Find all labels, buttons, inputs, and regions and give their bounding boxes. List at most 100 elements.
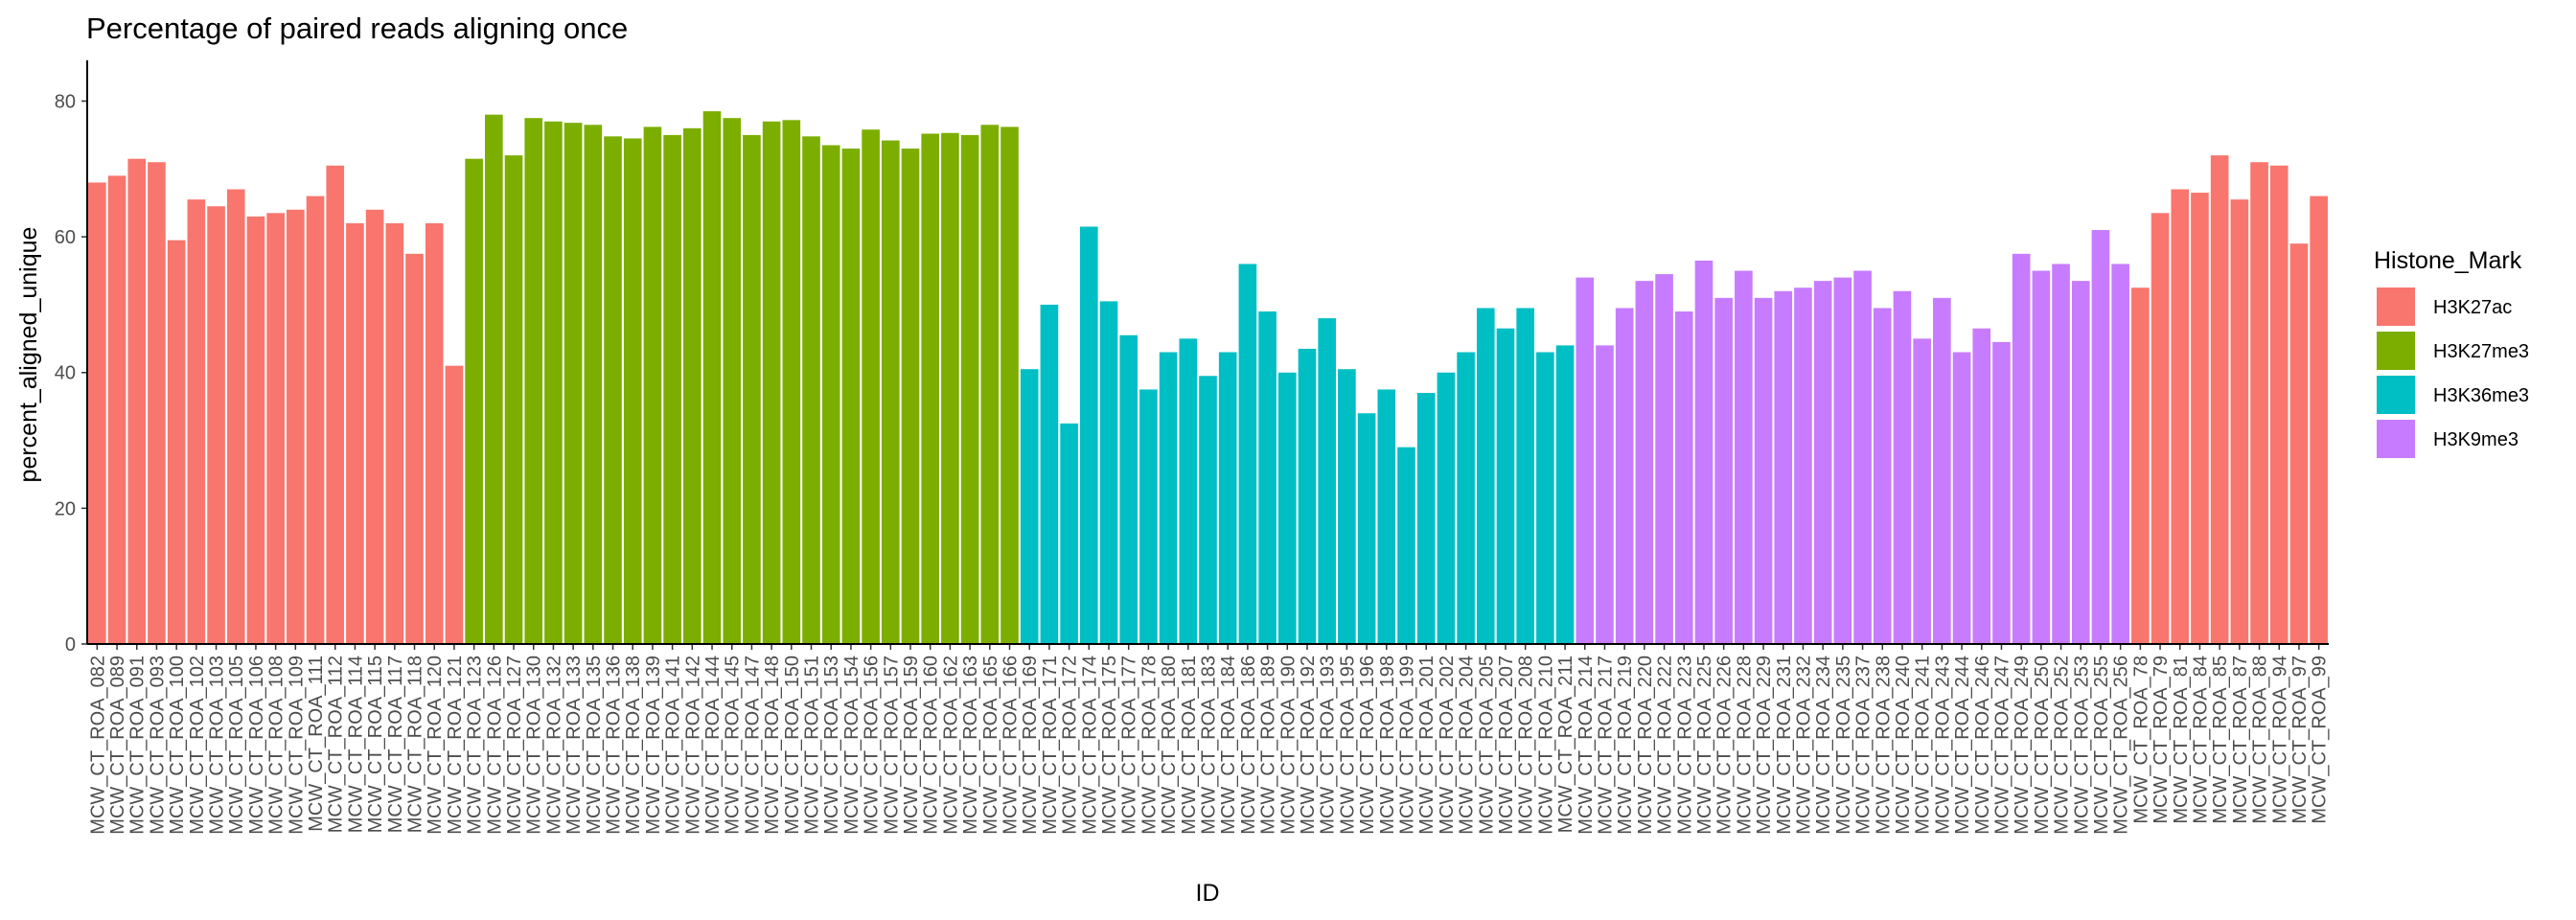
x-tick-label: MCW_CT_ROA_160	[921, 656, 942, 835]
x-tick-label: MCW_CT_ROA_225	[1694, 656, 1715, 835]
bar	[564, 123, 583, 645]
bar	[187, 199, 206, 644]
x-tick-label: MCW_CT_ROA_253	[2071, 656, 2092, 835]
x-tick-label: MCW_CT_ROA_111	[306, 656, 327, 832]
bar	[2052, 264, 2070, 644]
x-tick-label: MCW_CT_ROA_142	[682, 656, 703, 835]
bar	[1199, 376, 1217, 644]
bar	[1596, 345, 1614, 644]
bar	[881, 140, 900, 644]
x-tick-label: MCW_CT_ROA_201	[1416, 656, 1438, 835]
x-tick-label: MCW_CT_ROA_109	[286, 656, 307, 835]
bar	[1655, 274, 1673, 644]
bar	[643, 126, 662, 644]
x-tick-label: MCW_CT_ROA_154	[841, 656, 862, 835]
x-tick-label: MCW_CT_ROA_127	[504, 656, 525, 835]
x-tick-label: MCW_CT_ROA_102	[187, 656, 208, 835]
legend-label: H3K36me3	[2433, 385, 2529, 406]
x-tick-label: MCW_CT_ROA_238	[1873, 656, 1894, 835]
bar	[762, 121, 781, 645]
x-tick-label: MCW_CT_ROA_87	[2230, 656, 2251, 824]
x-tick-label: MCW_CT_ROA_186	[1238, 656, 1259, 835]
y-tick-label: 40	[55, 363, 76, 384]
x-tick-label: MCW_CT_ROA_249	[2012, 656, 2033, 835]
x-tick-label: MCW_CT_ROA_106	[246, 656, 267, 835]
x-tick-label: MCW_CT_ROA_240	[1893, 656, 1914, 835]
legend-label: H3K27ac	[2433, 297, 2512, 318]
bar	[2091, 230, 2110, 644]
x-tick-label: MCW_CT_ROA_138	[623, 656, 644, 835]
x-tick-label: MCW_CT_ROA_162	[940, 656, 961, 835]
x-tick-label: MCW_CT_ROA_247	[1991, 656, 2012, 835]
x-tick-label: MCW_CT_ROA_177	[1119, 656, 1140, 835]
bar	[2171, 189, 2190, 644]
x-tick-label: MCW_CT_ROA_231	[1774, 656, 1795, 835]
bar	[1952, 352, 1971, 644]
x-tick-label: MCW_CT_ROA_112	[326, 656, 347, 833]
bar	[2150, 213, 2170, 644]
bar	[1694, 260, 1714, 644]
x-tick-label: MCW_CT_ROA_189	[1258, 656, 1279, 835]
bar	[2131, 288, 2150, 644]
x-tick-label: MCW_CT_ROA_175	[1099, 656, 1120, 835]
x-tick-label: MCW_CT_ROA_193	[1318, 656, 1339, 835]
legend-label: H3K27me3	[2433, 341, 2529, 362]
bar	[306, 196, 325, 644]
x-tick-label: MCW_CT_ROA_132	[543, 656, 564, 835]
x-tick-label: MCW_CT_ROA_192	[1298, 656, 1319, 835]
x-tick-label: MCW_CT_ROA_228	[1734, 656, 1755, 835]
x-tick-label: MCW_CT_ROA_243	[1932, 656, 1953, 835]
bar	[1496, 328, 1515, 644]
x-tick-label: MCW_CT_ROA_246	[1972, 656, 1993, 835]
x-tick-label: MCW_CT_ROA_88	[2250, 656, 2271, 824]
bar	[2071, 281, 2090, 644]
x-tick-label: MCW_CT_ROA_139	[643, 656, 664, 835]
x-tick-label: MCW_CT_ROA_234	[1813, 656, 1834, 835]
bar	[623, 138, 642, 645]
bar	[465, 158, 483, 644]
bar	[2230, 199, 2249, 644]
x-tick-label: MCW_CT_ROA_204	[1457, 656, 1478, 835]
x-tick-label: MCW_CT_ROA_181	[1179, 656, 1200, 835]
x-tick-label: MCW_CT_ROA_150	[782, 656, 803, 835]
bar	[1615, 308, 1634, 644]
bar	[2250, 162, 2268, 644]
bar	[584, 125, 603, 644]
x-tick-label: MCW_CT_ROA_089	[107, 656, 128, 835]
bar	[782, 120, 801, 644]
bar	[2269, 165, 2288, 644]
x-tick-label: MCW_CT_ROA_178	[1138, 656, 1160, 835]
bar	[1555, 345, 1575, 644]
x-tick-label: MCW_CT_ROA_126	[484, 656, 505, 835]
bar	[702, 111, 722, 644]
x-tick-label: MCW_CT_ROA_208	[1516, 656, 1537, 835]
bar	[2310, 196, 2328, 644]
x-axis-label: ID	[1196, 880, 1220, 907]
legend-title: Histone_Mark	[2374, 247, 2522, 274]
bar	[1754, 297, 1773, 644]
bar	[1179, 338, 1198, 644]
bar	[1298, 348, 1317, 644]
bar	[1833, 277, 1852, 644]
x-tick-label: MCW_CT_ROA_198	[1377, 656, 1398, 835]
bar	[207, 206, 225, 644]
bar	[2289, 243, 2309, 644]
bar	[1813, 281, 1832, 644]
x-tick-label: MCW_CT_ROA_172	[1060, 656, 1081, 835]
x-tick-label: MCW_CT_ROA_156	[862, 656, 883, 835]
x-tick-label: MCW_CT_ROA_120	[425, 656, 446, 835]
bar	[1000, 126, 1019, 644]
bar	[2012, 253, 2031, 644]
bar	[1635, 281, 1654, 644]
bar	[1576, 277, 1595, 644]
bar	[167, 240, 186, 644]
legend-key	[2377, 376, 2415, 414]
bar	[1258, 311, 1276, 644]
x-tick-label: MCW_CT_ROA_141	[663, 656, 684, 835]
x-tick-label: MCW_CT_ROA_163	[960, 656, 981, 835]
x-tick-label: MCW_CT_ROA_093	[147, 656, 168, 835]
bar	[405, 253, 424, 644]
x-tick-label: MCW_CT_ROA_180	[1159, 656, 1180, 835]
x-tick-label: MCW_CT_ROA_241	[1913, 656, 1934, 835]
